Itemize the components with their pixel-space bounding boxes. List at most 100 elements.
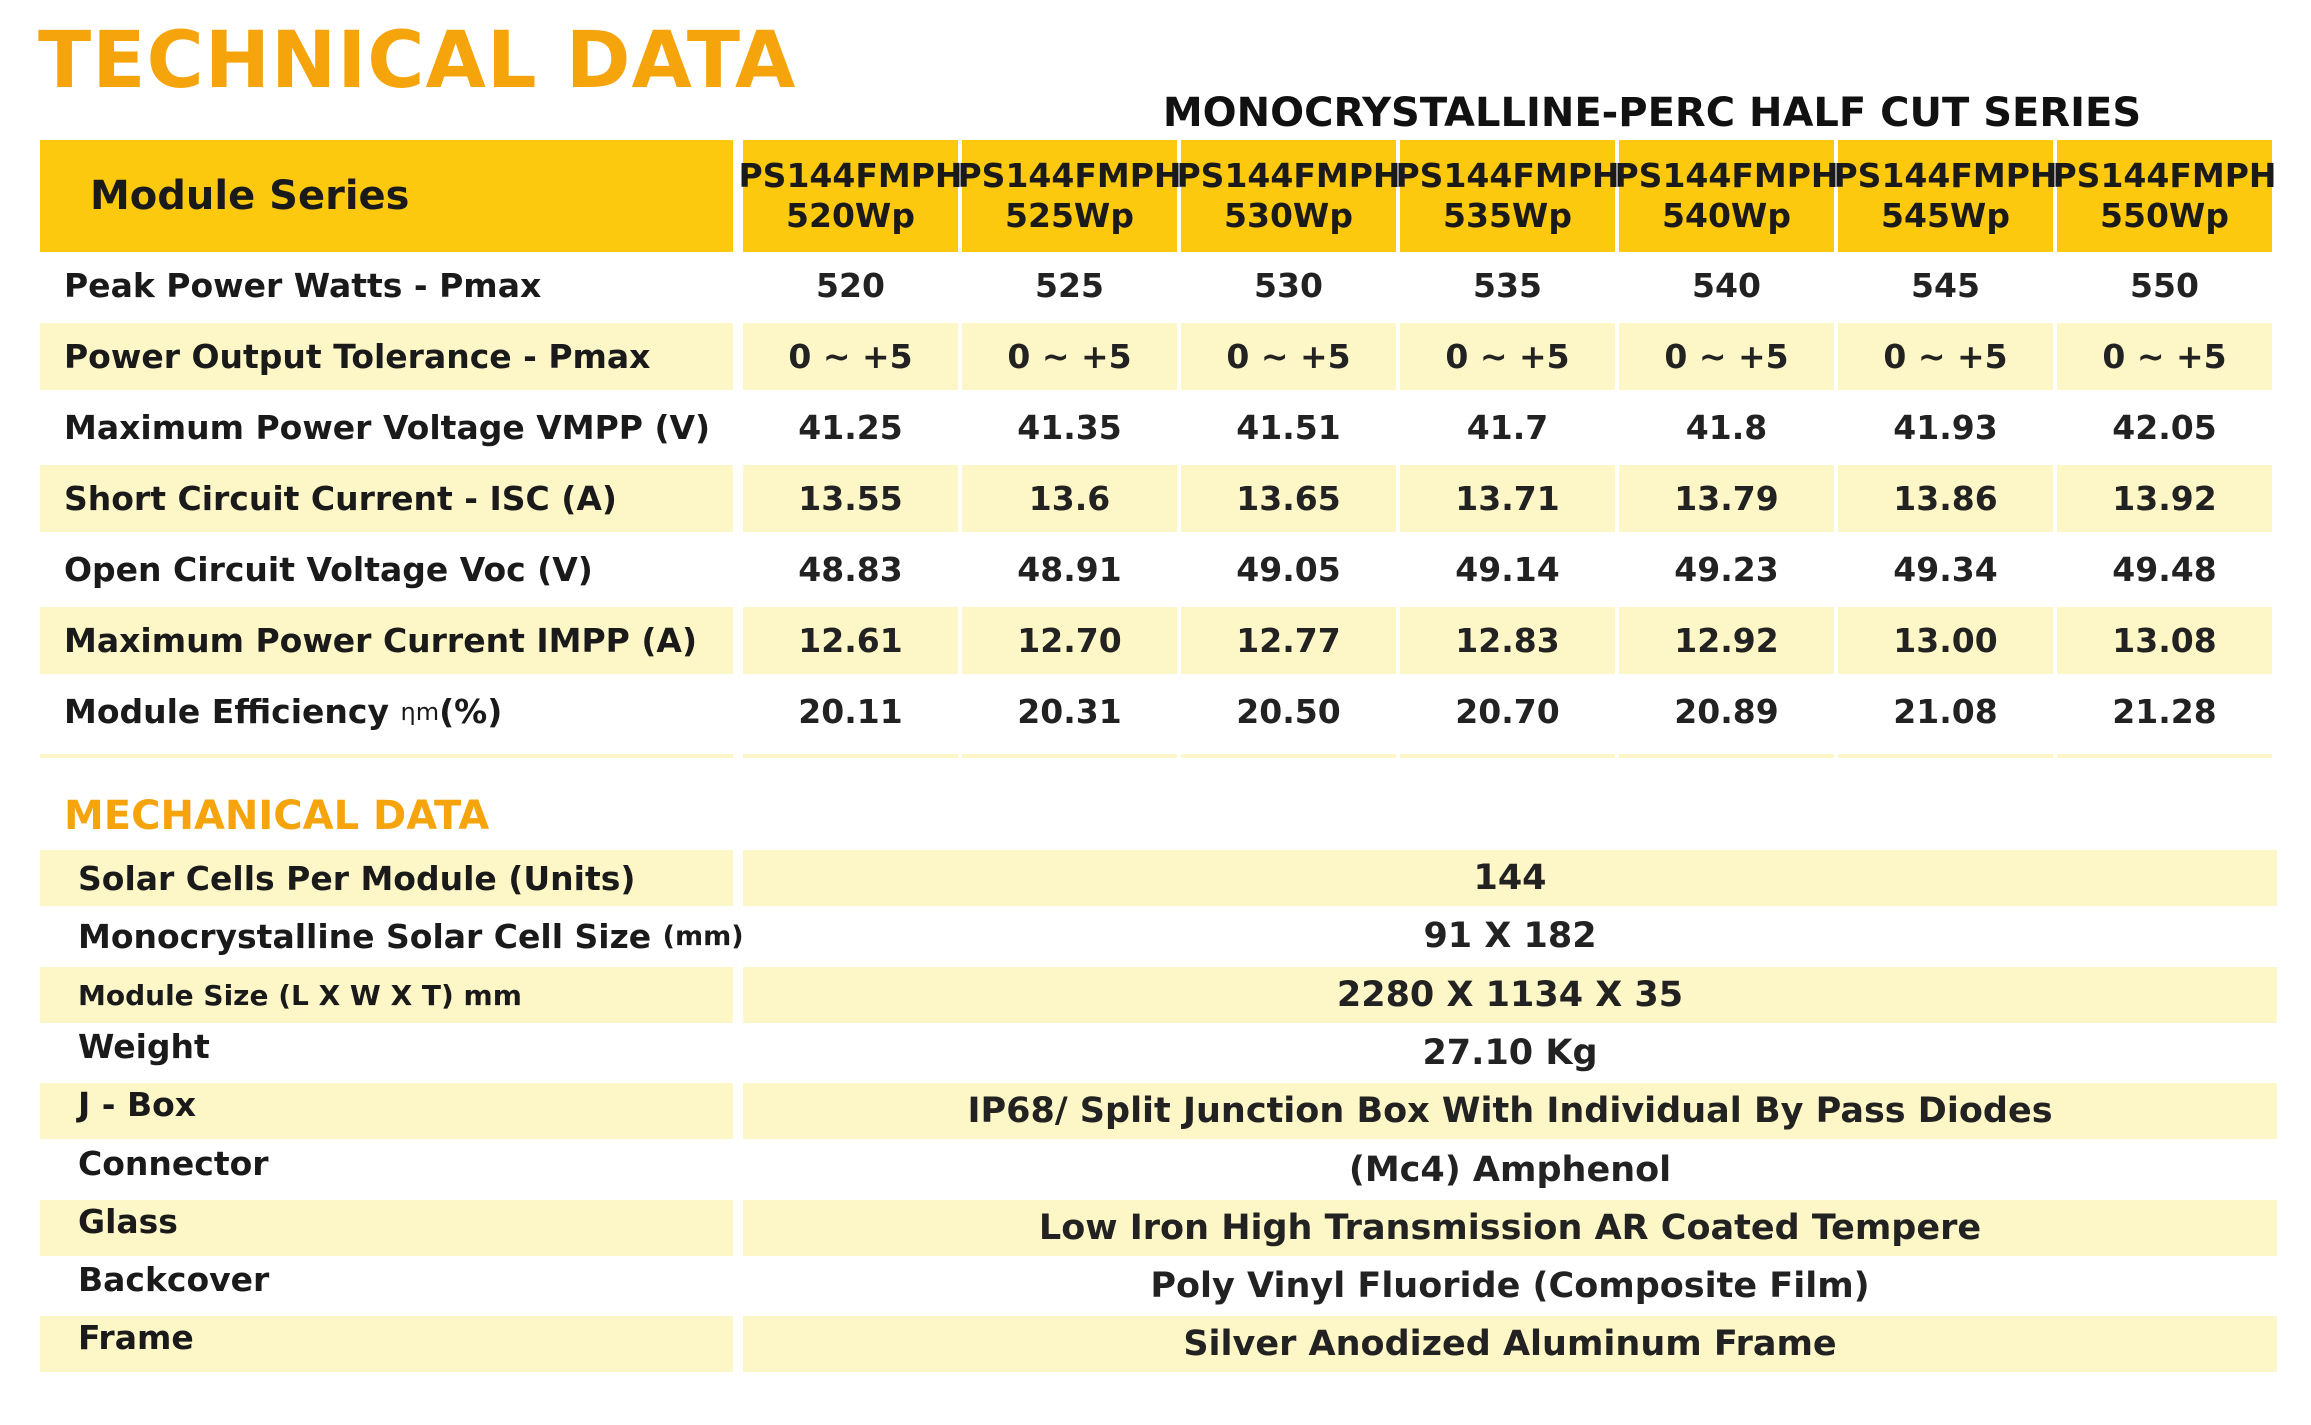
spec-label-text: Maximum Power Voltage VMPP (V) — [64, 408, 711, 447]
mech-value-cell: 91 X 182 — [1423, 916, 1597, 956]
spec-label-text: Power Output Tolerance - Pmax — [64, 337, 651, 376]
spec-row-label: Peak Power Watts - Pmax — [40, 252, 733, 319]
spec-row-label: Short Circuit Current - ISC (A) — [40, 465, 733, 532]
spec-value-cell: 0 ~ +5 — [962, 323, 1177, 390]
spec-value-cell: 41.7 — [1466, 408, 1549, 447]
model-name: PS144FMPH — [2052, 156, 2277, 195]
model-name: PS144FMPH — [1395, 156, 1620, 195]
model-power: 520Wp — [786, 196, 915, 235]
mech-row-label: Backcover — [40, 1258, 733, 1314]
spec-value-cell: 545 — [1911, 266, 1980, 305]
mech-row-label: Frame — [40, 1316, 733, 1372]
spec-label-text: Module Efficiency — [64, 692, 389, 731]
spec-value-cell: 550 — [2130, 266, 2199, 305]
table-divider — [1181, 754, 1396, 758]
mech-label-text: Glass — [78, 1202, 178, 1241]
spec-value-cell: 520 — [816, 266, 885, 305]
mech-value-cell: 27.10 Kg — [1422, 1033, 1598, 1073]
spec-value-cell: 13.6 — [962, 465, 1177, 532]
model-header-cell: PS144FMPH 530Wp — [1176, 140, 1401, 252]
series-title: MONOCRYSTALLINE-PERC HALF CUT SERIES — [742, 90, 2311, 136]
mech-row-label: Monocrystalline Solar Cell Size (mm) — [40, 908, 744, 964]
mech-value-cell: Poly Vinyl Fluoride (Composite Film) — [1150, 1266, 1870, 1306]
spec-value-cell: 12.83 — [1400, 607, 1615, 674]
spec-value-cell: 13.55 — [743, 465, 958, 532]
spec-value-cell: 20.31 — [1017, 692, 1122, 731]
spec-value-cell: 13.08 — [2057, 607, 2272, 674]
model-name: PS144FMPH — [1833, 156, 2058, 195]
spec-value-cell: 48.83 — [798, 550, 903, 589]
series-title-text: MONOCRYSTALLINE-PERC HALF CUT SERIES — [1162, 90, 2142, 136]
model-name: PS144FMPH — [1176, 156, 1401, 195]
table-divider — [1400, 754, 1615, 758]
spec-value-cell: 12.70 — [962, 607, 1177, 674]
spec-value-cell: 13.86 — [1838, 465, 2053, 532]
mech-label-unit: (mm) — [662, 920, 744, 952]
mech-value-cell: (Mc4) Amphenol — [1348, 1150, 1672, 1190]
spec-value-cell: 12.61 — [743, 607, 958, 674]
spec-row-label: Open Circuit Voltage Voc (V) — [40, 536, 733, 603]
mech-value-cell: 2280 X 1134 X 35 — [743, 967, 2277, 1023]
spec-value-cell: 20.50 — [1236, 692, 1341, 731]
spec-value-cell: 0 ~ +5 — [2057, 323, 2272, 390]
mech-label-text: Frame — [78, 1318, 194, 1357]
mech-value-cell: Low Iron High Transmission AR Coated Tem… — [743, 1200, 2277, 1256]
spec-value-cell: 0 ~ +5 — [743, 323, 958, 390]
spec-value-cell: 0 ~ +5 — [1400, 323, 1615, 390]
spec-value-cell: 0 ~ +5 — [1181, 323, 1396, 390]
spec-value-cell: 49.05 — [1236, 550, 1341, 589]
spec-value-cell: 12.92 — [1619, 607, 1834, 674]
spec-value-cell: 41.25 — [798, 408, 903, 447]
spec-value-cell: 525 — [1035, 266, 1104, 305]
spec-value-cell: 13.92 — [2057, 465, 2272, 532]
model-header-cell: PS144FMPH 535Wp — [1395, 140, 1620, 252]
module-series-label: Module Series — [90, 173, 410, 219]
mech-row-label: Weight — [40, 1025, 733, 1081]
spec-value-cell: 41.35 — [1017, 408, 1122, 447]
spec-value-cell: 41.51 — [1236, 408, 1341, 447]
spec-label-text: Maximum Power Current IMPP (A) — [64, 621, 698, 660]
spec-value-cell: 49.48 — [2112, 550, 2217, 589]
spec-value-cell: 535 — [1473, 266, 1542, 305]
spec-value-cell: 42.05 — [2112, 408, 2217, 447]
mech-value-cell: Silver Anodized Aluminum Frame — [743, 1316, 2277, 1372]
table-divider — [1619, 754, 1834, 758]
spec-value-cell: 49.23 — [1674, 550, 1779, 589]
spec-value-cell: 41.93 — [1893, 408, 1998, 447]
model-name: PS144FMPH — [738, 156, 963, 195]
page-title: TECHNICAL DATA — [38, 16, 797, 106]
spec-value-cell: 21.08 — [1893, 692, 1998, 731]
spec-value-cell: 12.77 — [1181, 607, 1396, 674]
mech-label-text: Backcover — [78, 1260, 270, 1299]
mech-label-text: Weight — [78, 1027, 210, 1066]
mech-row-label: Module Size (L X W X T) mm — [40, 967, 733, 1023]
spec-value-cell: 20.89 — [1674, 692, 1779, 731]
model-name: PS144FMPH — [1614, 156, 1839, 195]
mech-row-label: Connector — [40, 1142, 733, 1198]
spec-value-cell: 20.70 — [1455, 692, 1560, 731]
spec-value-cell: 0 ~ +5 — [1838, 323, 2053, 390]
model-power: 540Wp — [1662, 196, 1791, 235]
table-divider — [962, 754, 1177, 758]
model-power: 530Wp — [1224, 196, 1353, 235]
model-header-cell: PS144FMPH 525Wp — [957, 140, 1182, 252]
model-power: 550Wp — [2100, 196, 2229, 235]
spec-value-cell: 13.79 — [1619, 465, 1834, 532]
spec-label-text: Peak Power Watts - Pmax — [64, 266, 542, 305]
table-divider — [1838, 754, 2053, 758]
table-divider — [2057, 754, 2272, 758]
spec-value-cell: 13.65 — [1181, 465, 1396, 532]
spec-value-cell: 0 ~ +5 — [1619, 323, 1834, 390]
spec-value-cell: 20.11 — [798, 692, 903, 731]
spec-row-label: Module Efficiency ηm (%) — [40, 678, 733, 745]
spec-value-cell: 21.28 — [2112, 692, 2217, 731]
mech-row-label: Glass — [40, 1200, 733, 1256]
mech-label-text: Monocrystalline Solar Cell Size — [78, 916, 652, 956]
mech-value-cell: IP68/ Split Junction Box With Individual… — [743, 1083, 2277, 1139]
mechanical-data-title: MECHANICAL DATA — [64, 793, 490, 839]
spec-value-cell: 540 — [1692, 266, 1761, 305]
model-name: PS144FMPH — [957, 156, 1182, 195]
spec-row-label: Maximum Power Current IMPP (A) — [40, 607, 733, 674]
spec-label-suffix: (%) — [439, 692, 503, 731]
model-header-cell: PS144FMPH 550Wp — [2052, 140, 2277, 252]
